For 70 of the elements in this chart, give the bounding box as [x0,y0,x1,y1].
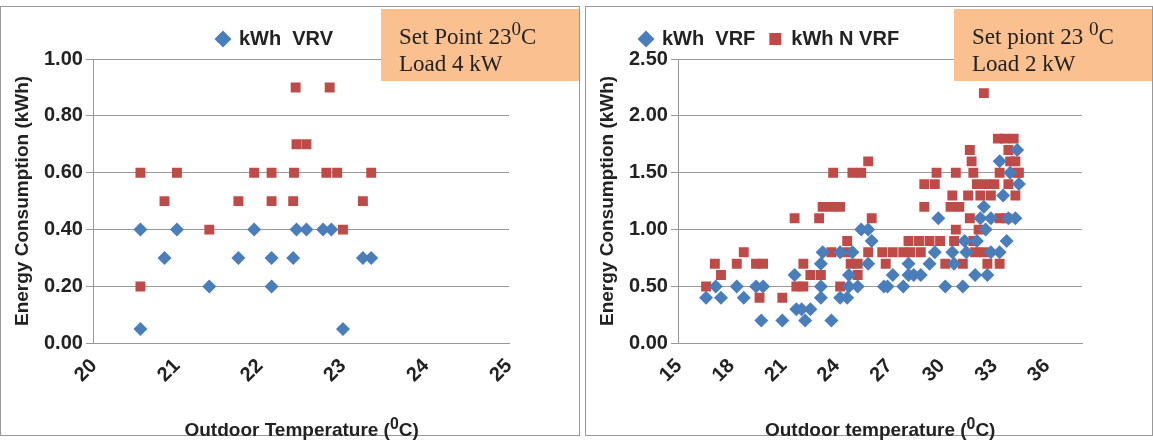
point [233,196,244,207]
point [247,222,262,237]
x-tick-label: 36 [1022,353,1054,386]
point [204,224,215,235]
x-axis-title: Outdoor Temperature ($^{0}$C) [184,415,419,441]
point [249,167,260,178]
legend-label: kWh VRV [238,26,334,49]
point [171,167,182,178]
point [338,224,348,235]
point [202,279,217,294]
point [290,82,301,93]
x-tick-label: 25 [484,353,516,386]
y-tick-label: 1.00 [43,46,83,69]
point [266,167,277,178]
point [264,279,279,294]
y-tick-label: 0.60 [43,160,83,183]
point [135,167,146,178]
y-axis-title: Energy Consumption (kWh) [11,75,33,327]
point [288,196,299,207]
y-tick-label: 1.50 [628,160,668,183]
point [169,222,184,237]
x-tick-label: 24 [401,353,434,386]
y-tick-label: 0.00 [628,330,668,353]
point [289,222,304,237]
legend-label: kWh N VRF [791,26,900,49]
y-tick-label: 2.00 [628,103,668,126]
point [231,251,246,266]
point [291,139,302,150]
y-tick-label: 0.50 [628,273,668,296]
point [299,222,314,237]
point [332,167,343,178]
point [159,196,170,207]
x-tick-label: 33 [969,353,1002,386]
text: Set Point 23$^{0}$C [399,18,537,49]
x-tick-label: 24 [812,353,844,386]
point [266,196,277,207]
x-tick-label: 20 [69,353,101,386]
point [324,82,335,93]
legend-label: kWh VRF [662,26,756,49]
x-tick-label: 30 [917,353,949,386]
point [366,167,377,178]
x-axis-title: Outdoor temperature ($^{0}$C) [764,415,996,441]
x-tick-label: 23 [318,353,350,386]
annotation: Load 2 kW [972,50,1076,76]
point [264,251,279,266]
point [157,251,172,266]
point [133,222,148,237]
point [286,251,301,266]
annotation: Load 4 kW [399,50,503,76]
text: Set piont 23 $^{0}$C [972,18,1114,49]
point [301,139,312,150]
x-tick-label: 21 [759,353,791,386]
point [289,167,299,178]
point [133,322,148,337]
y-tick-label: 0.80 [43,103,83,126]
y-tick-label: 2.50 [628,46,668,69]
y-axis-title: Energy Consumption (kWh) [596,75,618,327]
point [335,322,350,337]
point [357,196,368,207]
x-tick-label: 22 [235,353,267,386]
x-tick-label: 18 [706,353,739,386]
y-tick-label: 1.00 [628,217,668,240]
y-tick-label: 0.40 [43,217,83,240]
point [135,281,146,292]
x-tick-label: 27 [864,353,896,386]
y-tick-label: 0.20 [43,273,83,296]
point [321,167,332,178]
x-tick-label: 15 [654,353,686,386]
y-tick-label: 0.00 [43,330,83,353]
x-tick-label: 21 [152,353,184,386]
